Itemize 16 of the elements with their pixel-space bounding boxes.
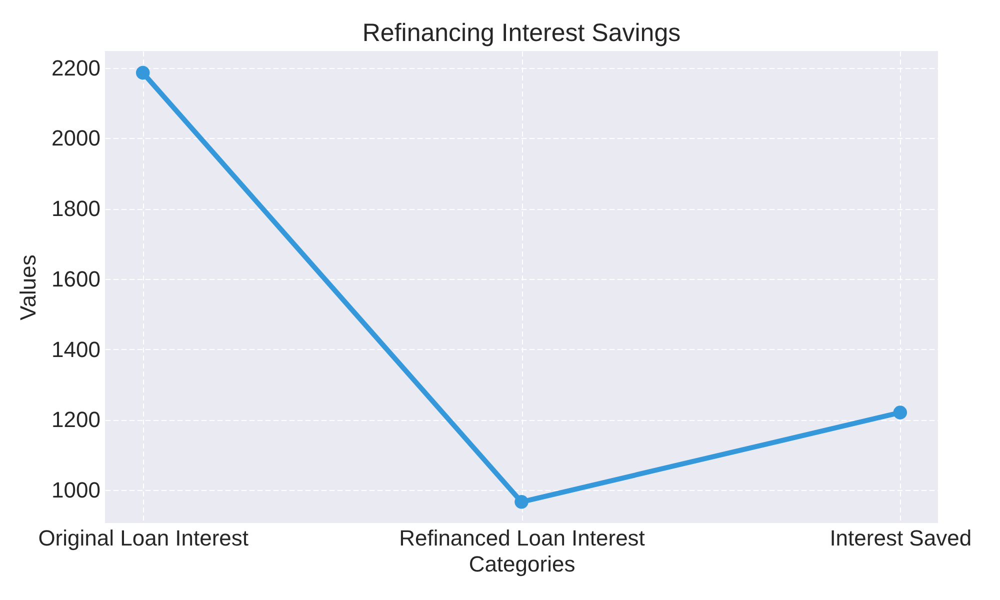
x-tick-label: Original Loan Interest bbox=[38, 526, 249, 550]
y-axis-title: Values bbox=[16, 254, 41, 320]
y-tick-label: 2200 bbox=[52, 55, 100, 80]
x-tick-label: Interest Saved bbox=[830, 526, 972, 550]
point bbox=[136, 66, 150, 80]
point bbox=[893, 406, 908, 420]
y-tick-label: 2000 bbox=[52, 126, 100, 151]
chart-title: Refinancing Interest Savings bbox=[362, 19, 681, 47]
x-axis-title: Categories bbox=[468, 552, 576, 576]
y-tick-label: 1200 bbox=[52, 407, 100, 432]
y-tick-label: 1400 bbox=[52, 336, 100, 362]
y-tick-label: 1800 bbox=[52, 196, 100, 222]
x-tick-label: Refinanced Loan Interest bbox=[399, 526, 645, 550]
point bbox=[514, 495, 528, 509]
y-tick-label: 1600 bbox=[52, 266, 100, 292]
y-tick-label: 1000 bbox=[52, 477, 100, 502]
